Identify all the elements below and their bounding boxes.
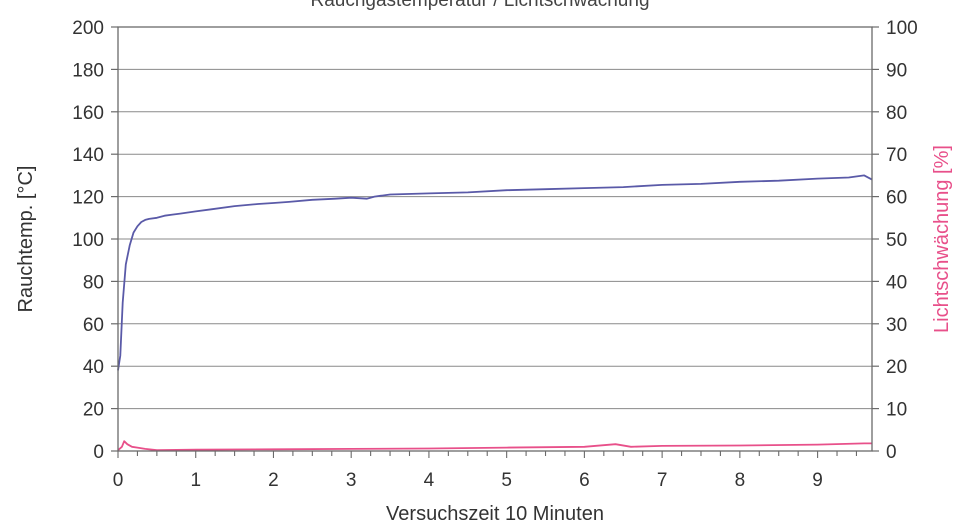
left-tick-label: 180 [72,60,104,81]
left-tick-label: 160 [72,103,104,124]
right-tick-label: 20 [886,357,907,378]
x-tick-label: 7 [657,470,668,491]
left-tick-label: 40 [83,357,104,378]
x-tick-label: 6 [579,470,590,491]
left-tick-label: 140 [72,145,104,166]
left-tick-label: 200 [72,18,104,39]
series-layer [117,174,873,452]
x-axis-ticks: 0 1 2 3 4 5 6 7 8 9 [113,451,858,491]
right-tick-label: 40 [886,272,907,293]
x-tick-label: 1 [190,470,201,491]
x-tick-label: 3 [346,470,357,491]
x-tick-label: 4 [424,470,435,491]
right-axis-title: Lichtschwächung [%] [931,145,953,333]
right-axis-ticks: 0 10 20 30 40 50 60 70 80 90 100 [872,18,918,463]
left-tick-label: 120 [72,188,104,209]
left-tick-label: 60 [83,315,104,336]
x-axis-title: Versuchszeit 10 Minuten [386,503,604,525]
left-axis-ticks: 0 20 40 60 80 100 120 140 160 180 200 [72,18,118,463]
right-tick-label: 30 [886,315,907,336]
grid-lines [118,68,872,410]
x-tick-label: 9 [812,470,823,491]
x-tick-label: 8 [735,470,746,491]
right-tick-label: 50 [886,230,907,251]
x-tick-label: 2 [268,470,279,491]
right-tick-label: 0 [886,442,897,463]
left-tick-label: 20 [83,400,104,421]
chart-top-cutoff-text: Rauchgastemperatur / Lichtschwächung [310,0,649,11]
series-line-lichtschwaechung [117,440,872,452]
left-tick-label: 80 [83,272,104,293]
right-tick-label: 90 [886,60,907,81]
series-line-rauchtemp [117,174,873,371]
right-tick-label: 10 [886,400,907,421]
x-tick-label: 0 [113,470,124,491]
left-axis-title: Rauchtemp. [°C] [15,166,37,313]
left-tick-label: 0 [93,442,104,463]
right-tick-label: 80 [886,103,907,124]
left-tick-label: 100 [72,230,104,251]
right-tick-label: 100 [886,18,918,39]
x-tick-label: 5 [501,470,512,491]
right-tick-label: 70 [886,145,907,166]
right-tick-label: 60 [886,188,907,209]
